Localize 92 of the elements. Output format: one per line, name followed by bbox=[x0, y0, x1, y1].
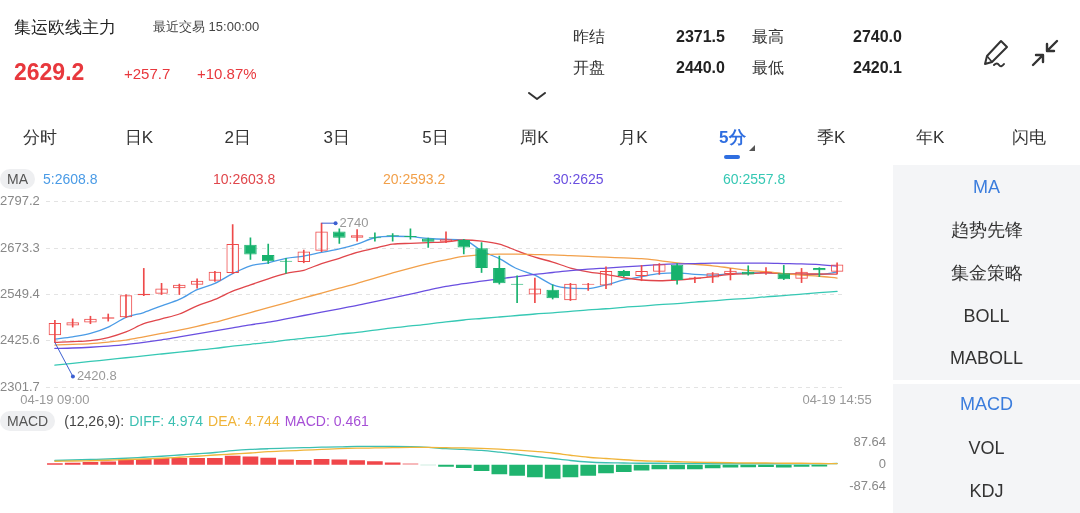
y-tick-label: 2301.7 bbox=[0, 378, 40, 394]
chart-title: MA bbox=[0, 169, 35, 189]
series-label: DIFF: 4.974 bbox=[129, 413, 204, 429]
text: MA bbox=[973, 177, 1000, 199]
text: 2371.5 bbox=[676, 27, 725, 47]
text: 10:2603.8 bbox=[213, 171, 276, 187]
bar bbox=[100, 461, 117, 465]
bar bbox=[349, 460, 365, 465]
bar bbox=[207, 457, 223, 465]
bar bbox=[313, 458, 330, 465]
bar bbox=[758, 464, 774, 467]
annotation: 2420.8 bbox=[76, 368, 117, 384]
text: 月K bbox=[619, 127, 648, 149]
legend-title: (12,26,9): bbox=[64, 413, 125, 429]
text: 2740.0 bbox=[853, 27, 902, 47]
text: 5:2608.8 bbox=[43, 171, 98, 187]
text: MABOLL bbox=[949, 348, 1024, 370]
text: 60:2557.8 bbox=[723, 171, 786, 187]
y-tick-label: 2797.2 bbox=[0, 193, 40, 209]
text: 季K bbox=[817, 127, 846, 149]
text: 2日 bbox=[224, 127, 252, 149]
text: 5分 bbox=[719, 127, 746, 149]
text: 3日 bbox=[323, 127, 350, 149]
bar bbox=[171, 457, 188, 465]
bar bbox=[544, 464, 561, 479]
text: 30:2625 bbox=[553, 171, 604, 187]
bar bbox=[509, 464, 525, 476]
text: 20:2593.2 bbox=[383, 171, 446, 187]
bar bbox=[242, 456, 259, 465]
annotation: 2740 bbox=[339, 214, 369, 230]
text: 2629.2 bbox=[14, 59, 85, 87]
text: 日K bbox=[124, 127, 154, 149]
text: BOLL bbox=[963, 305, 1010, 328]
bar bbox=[580, 464, 597, 476]
y-tick-label: -87.64 bbox=[849, 478, 886, 494]
text: MACD bbox=[960, 394, 1013, 416]
y-tick-label: 2425.6 bbox=[0, 332, 40, 348]
bar bbox=[473, 464, 490, 472]
text: 年K bbox=[915, 127, 945, 149]
y-tick-label: 2549.4 bbox=[0, 286, 40, 301]
y-tick-label: 0 bbox=[878, 456, 886, 472]
bar bbox=[278, 459, 294, 465]
text: 趋势先锋 bbox=[950, 220, 1023, 242]
text: KDJ bbox=[969, 481, 1004, 503]
text: +257.7 bbox=[124, 65, 171, 83]
text: 闪电 bbox=[1012, 127, 1046, 149]
text: 最近交易 15:00:00 bbox=[153, 19, 260, 35]
bar bbox=[224, 455, 241, 465]
x-tick-label: 04-19 09:00 bbox=[20, 392, 90, 408]
text: +10.87% bbox=[197, 65, 257, 83]
bar bbox=[455, 464, 472, 469]
text: 2420.1 bbox=[853, 58, 902, 78]
bar bbox=[562, 464, 579, 478]
text: 5日 bbox=[422, 127, 449, 149]
bar bbox=[491, 464, 508, 475]
y-tick-label: 2673.3 bbox=[0, 239, 40, 255]
bar bbox=[260, 457, 277, 465]
chart-title: MACD bbox=[0, 411, 56, 431]
bar bbox=[295, 459, 312, 465]
bar bbox=[722, 464, 739, 468]
bar bbox=[438, 464, 454, 467]
bar bbox=[598, 464, 614, 474]
text: 最高 bbox=[752, 27, 784, 47]
bar bbox=[687, 464, 703, 470]
bar bbox=[331, 459, 348, 465]
text: MACD: 0.461 bbox=[284, 413, 369, 429]
bar bbox=[633, 464, 650, 471]
text: 集运欧线主力 bbox=[14, 17, 116, 39]
bar bbox=[189, 457, 205, 465]
bar bbox=[367, 461, 383, 465]
x-tick-label: 04-19 14:55 bbox=[802, 392, 872, 408]
text: 2440.0 bbox=[676, 58, 725, 78]
series-label: DEA: 4.744 bbox=[208, 413, 280, 429]
text: VOL bbox=[968, 437, 1005, 460]
text: 最低 bbox=[752, 58, 784, 78]
bar bbox=[384, 462, 401, 465]
bar bbox=[527, 464, 543, 478]
bar bbox=[775, 464, 792, 468]
text: 开盘 bbox=[573, 58, 605, 78]
bar bbox=[793, 464, 810, 467]
text: 分时 bbox=[23, 127, 57, 149]
bar bbox=[64, 462, 81, 465]
bar bbox=[615, 464, 632, 473]
y-tick-label: 87.64 bbox=[853, 434, 886, 450]
candlestick bbox=[759, 267, 773, 275]
bar bbox=[651, 464, 668, 470]
line-series bbox=[54, 290, 838, 366]
text: 周K bbox=[520, 127, 549, 149]
bar bbox=[669, 464, 685, 470]
text: 昨结 bbox=[573, 27, 605, 47]
text: 集金策略 bbox=[950, 262, 1023, 285]
bar bbox=[82, 462, 99, 465]
